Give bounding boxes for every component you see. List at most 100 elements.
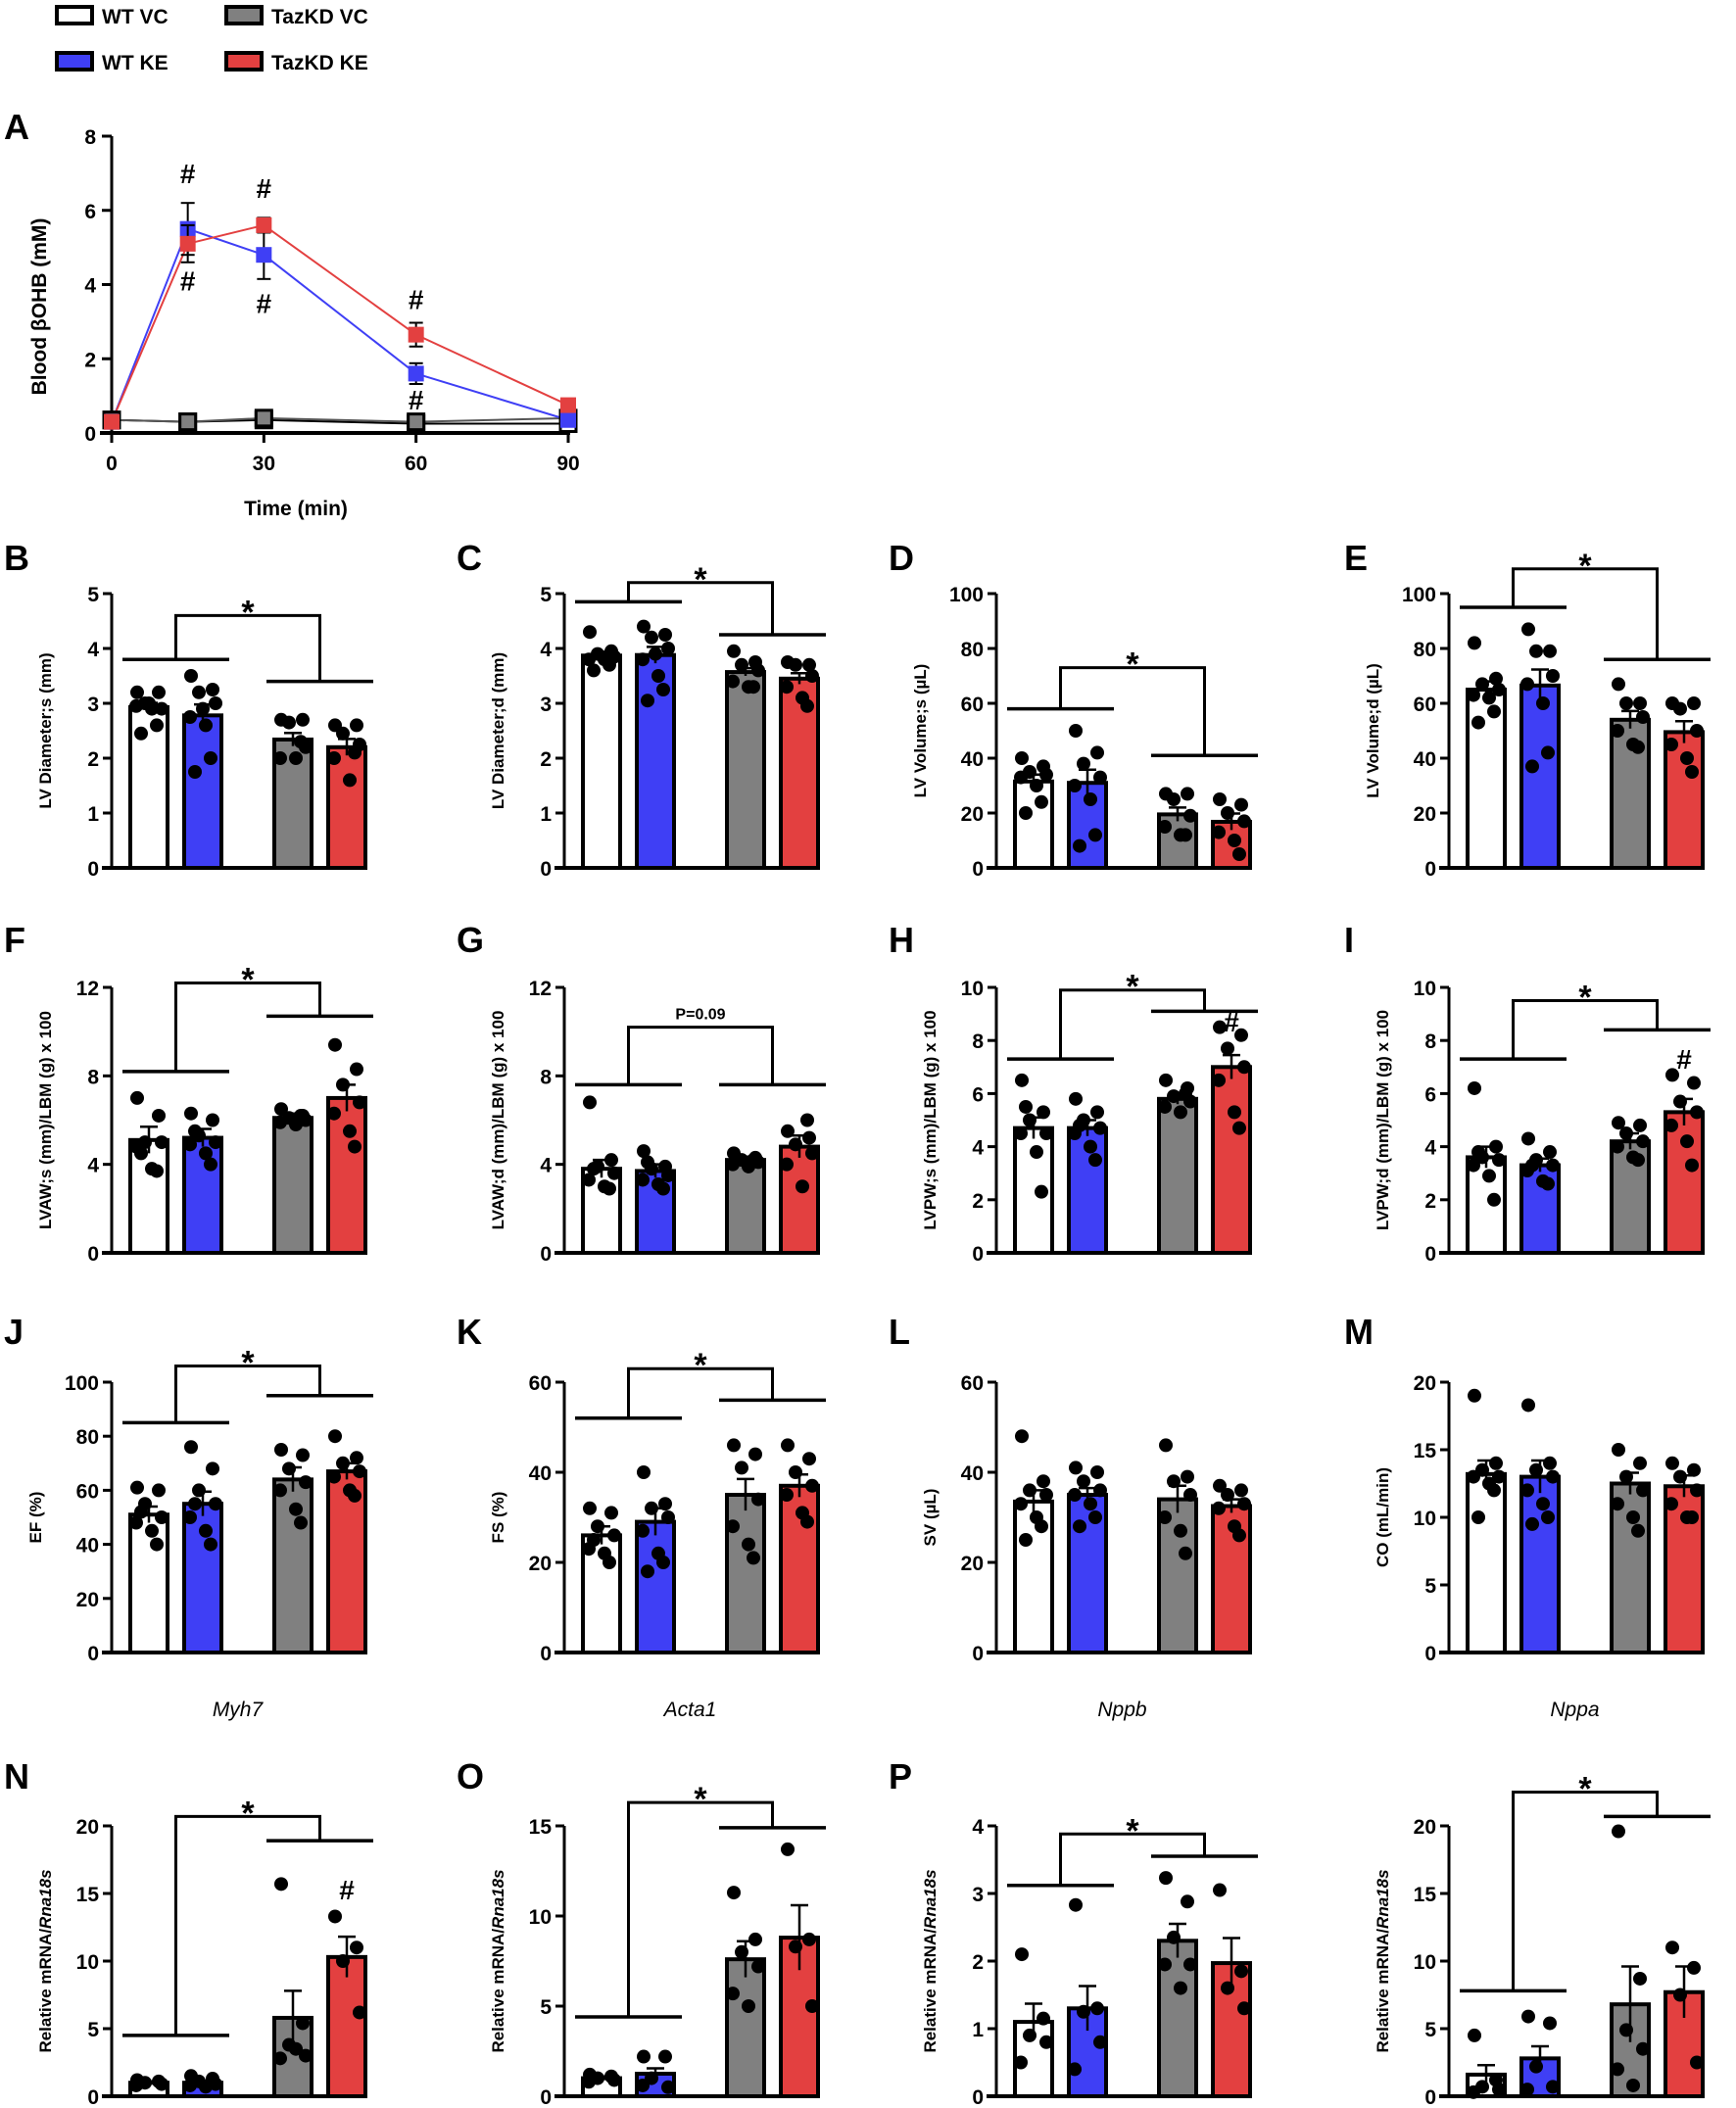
data-point — [1665, 1068, 1679, 1082]
data-point — [209, 1135, 222, 1150]
panel-a: A 0 2 4 6 8 0 30 60 90 Time (min) Blood βOHB (mM) # #… — [4, 107, 580, 520]
data-point — [645, 630, 658, 645]
data-point — [1084, 792, 1097, 806]
series-line — [111, 223, 569, 423]
gene-label: Acta1 — [662, 1699, 717, 1721]
data-point — [209, 1497, 222, 1511]
data-point — [651, 669, 665, 683]
data-point — [636, 1523, 650, 1538]
data-point — [1014, 1497, 1028, 1511]
data-point — [1159, 1438, 1173, 1453]
data-point — [1088, 828, 1102, 842]
data-point — [1636, 2041, 1650, 2056]
y-tick-label: 10 — [961, 978, 984, 1000]
data-point — [603, 1181, 616, 1196]
bar — [182, 713, 223, 870]
bar — [725, 1158, 766, 1256]
y-tick-label: 12 — [76, 978, 99, 1000]
data-point — [1664, 738, 1678, 751]
panel-letter: J — [4, 1312, 24, 1352]
data-point — [188, 1124, 202, 1138]
data-point — [1039, 1126, 1053, 1141]
y-tick-label: 6 — [84, 201, 96, 223]
data-point — [1468, 1080, 1481, 1095]
y-tick-label: 100 — [949, 584, 984, 606]
data-point — [1631, 1153, 1645, 1168]
significance-bracket — [1059, 988, 1206, 1060]
data-point — [1673, 701, 1687, 716]
data-point — [747, 680, 760, 695]
data-point — [327, 751, 341, 765]
panel-g: G 0 4 8 12 LVAW;d (mm)/LBM (g) x 100 P=0.09 — [457, 920, 826, 1266]
data-point — [282, 715, 296, 730]
panel-letter: M — [1344, 1312, 1374, 1352]
data-point — [184, 669, 198, 683]
data-point — [1234, 797, 1248, 812]
y-axis-label: SV (µL) — [921, 1489, 940, 1547]
significance-star: * — [694, 1347, 707, 1384]
y-tick-label: 0 — [972, 1243, 984, 1266]
y-axis-label: Blood βOHB (mM) — [28, 218, 51, 396]
y-tick-label: 4 — [84, 275, 96, 298]
data-point — [1167, 792, 1181, 806]
y-tick-label: 3 — [972, 1884, 984, 1906]
panel-l: L 0 20 40 60 SV (µL) — [889, 1312, 1252, 1665]
data-point — [607, 1528, 621, 1543]
data-point — [328, 1037, 342, 1052]
significance-star: * — [694, 561, 707, 599]
data-point — [607, 2073, 621, 2087]
data-point — [1543, 1456, 1557, 1470]
data-point — [1471, 1510, 1485, 1524]
data-point — [1633, 1971, 1647, 1986]
legend-label: TazKD VC — [271, 6, 368, 28]
data-point — [658, 628, 672, 642]
significance-bracket — [1512, 567, 1659, 660]
significance-star: * — [241, 1344, 255, 1381]
y-tick-label: 2 — [972, 1951, 984, 1974]
bar — [725, 1957, 766, 2099]
data-point — [1626, 1510, 1640, 1524]
data-point — [296, 712, 310, 727]
data-point — [735, 1461, 748, 1475]
data-point — [1482, 691, 1496, 705]
y-tick-label: 10 — [1414, 978, 1436, 1000]
data-point — [1636, 1483, 1650, 1498]
data-point — [199, 2080, 213, 2094]
panel-f: F 0 4 8 12 LVAW;s (mm)/LBM (g) x 100 * — [4, 920, 373, 1266]
data-point — [1159, 1871, 1173, 1886]
significance-hash: # — [180, 159, 196, 189]
data-point — [1039, 767, 1053, 782]
y-tick-label: 0 — [540, 1243, 552, 1266]
data-point — [1183, 808, 1197, 823]
data-point — [1213, 1883, 1227, 1897]
data-point — [1212, 1501, 1226, 1515]
legend-swatch — [224, 5, 264, 25]
significance-star: * — [694, 1781, 707, 1818]
data-point — [1077, 1474, 1090, 1489]
data-point — [637, 2049, 651, 2064]
data-point — [780, 680, 794, 695]
data-point — [1019, 1533, 1033, 1547]
data-point — [1068, 779, 1082, 792]
data-point — [583, 625, 597, 640]
y-tick-label: 12 — [529, 978, 552, 1000]
data-point — [727, 644, 741, 658]
data-point — [1179, 1546, 1192, 1560]
data-point — [296, 1448, 310, 1462]
significance-hash: # — [409, 285, 424, 315]
panel-m: M 0 5 10 15 20 CO (mL/min) — [1344, 1312, 1705, 1665]
bar — [326, 1954, 367, 2098]
data-point — [348, 1488, 362, 1503]
data-point — [274, 1877, 288, 1892]
data-point — [152, 1483, 166, 1498]
data-point — [1680, 1134, 1694, 1149]
y-axis-label: LV Diameter;s (mm) — [36, 652, 55, 808]
data-point — [1232, 1121, 1246, 1135]
data-point — [1546, 2080, 1560, 2094]
y-tick-label: 60 — [961, 694, 984, 716]
y-axis-label: Relative mRNA/Rna18s — [36, 1869, 55, 2052]
data-point — [1037, 1474, 1050, 1489]
data-point — [1213, 792, 1227, 806]
y-axis-label-text: Relative mRNA/ — [36, 1929, 55, 2053]
y-tick-label: 10 — [1414, 1951, 1436, 1974]
